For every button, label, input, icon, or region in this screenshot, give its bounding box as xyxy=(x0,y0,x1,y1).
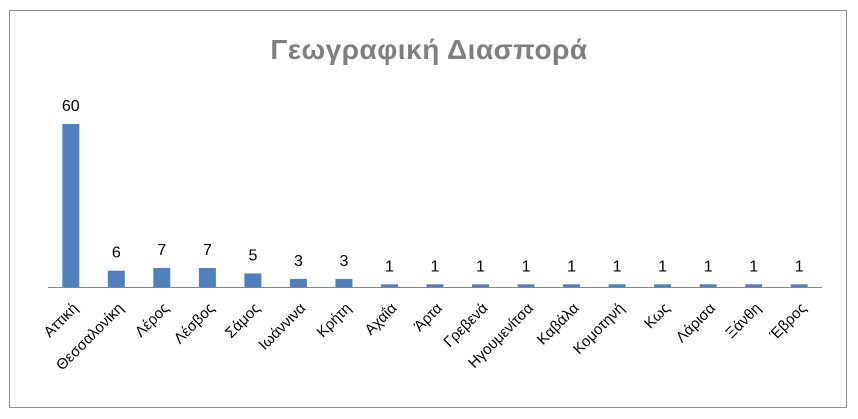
category-label: Ιωάννινα xyxy=(255,300,309,354)
data-label: 1 xyxy=(431,258,440,275)
bars-group xyxy=(62,124,808,288)
category-label: Κρήτη xyxy=(314,300,355,341)
data-label: 3 xyxy=(339,253,348,270)
bar xyxy=(153,268,171,287)
bar xyxy=(608,284,626,287)
data-label: 5 xyxy=(248,247,257,264)
bar xyxy=(198,268,216,287)
bar xyxy=(244,273,262,287)
value-labels-group: 60 6 7 7 5 3 3 1 1 1 1 1 1 1 1 1 1 xyxy=(62,98,804,275)
data-label: 1 xyxy=(613,258,622,275)
data-label: 7 xyxy=(203,242,212,259)
bar xyxy=(563,284,581,287)
data-label: 60 xyxy=(62,98,80,115)
category-label: Σάμος xyxy=(222,300,264,342)
bar xyxy=(107,270,125,287)
bar xyxy=(654,284,672,287)
bar xyxy=(62,124,80,287)
bar xyxy=(745,284,763,287)
data-label: 1 xyxy=(476,258,485,275)
data-label: 6 xyxy=(112,245,121,262)
category-label: Κως xyxy=(641,300,673,332)
category-label: Λέρος xyxy=(132,300,173,341)
category-label: Ξάνθη xyxy=(722,300,764,342)
category-label: Λάρισα xyxy=(673,300,720,347)
bar xyxy=(472,284,489,287)
category-label: Άρτα xyxy=(411,300,446,335)
bar xyxy=(699,284,717,287)
bar xyxy=(381,284,398,287)
bar xyxy=(289,278,307,288)
chart-title: Γεωγραφική Διασπορά xyxy=(270,34,588,65)
data-label: 1 xyxy=(704,258,713,275)
category-label: Αχαΐα xyxy=(362,300,401,339)
bar xyxy=(517,284,535,287)
data-label: 1 xyxy=(795,258,804,275)
bar xyxy=(335,278,353,288)
data-label: 7 xyxy=(157,242,166,259)
data-label: 1 xyxy=(522,258,531,275)
category-label: Έβρος xyxy=(766,300,810,344)
category-label: Λέσβος xyxy=(171,300,218,347)
data-label: 3 xyxy=(294,253,303,270)
data-label: 1 xyxy=(567,258,576,275)
bar xyxy=(790,284,808,287)
data-label: 1 xyxy=(658,258,667,275)
data-label: 1 xyxy=(385,258,394,275)
bar xyxy=(426,284,444,287)
category-label: Αττική xyxy=(41,300,82,341)
data-label: 1 xyxy=(749,258,758,275)
chart-frame xyxy=(9,10,847,408)
